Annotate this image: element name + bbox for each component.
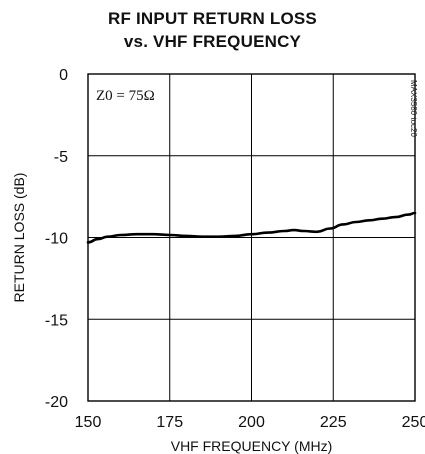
- series-group: [86, 211, 417, 244]
- figure-code: MAX3580 toc20: [409, 80, 418, 137]
- y-axis-label: RETURN LOSS (dB): [11, 173, 27, 303]
- impedance-annotation: Z0 = 75Ω: [96, 88, 155, 104]
- y-tick-label: 0: [59, 67, 68, 84]
- y-tick-label: -15: [45, 312, 68, 329]
- chart-title-line2: vs. VHF FREQUENCY: [123, 32, 302, 51]
- y-tick-label: -10: [45, 231, 68, 248]
- tick-labels: 150 175 200 225 250 0 -5 -10 -15 -20: [45, 67, 425, 431]
- x-tick-label: 250: [402, 414, 425, 431]
- grid-lines: [88, 74, 415, 401]
- plot-frame: [87, 73, 416, 402]
- series-line: [86, 211, 417, 244]
- chart-title-line1: RF INPUT RETURN LOSS: [108, 9, 317, 28]
- y-tick-label: -5: [54, 149, 68, 166]
- y-tick-label: -20: [45, 394, 68, 411]
- x-axis-label: VHF FREQUENCY (MHz): [171, 438, 333, 454]
- x-tick-label: 175: [156, 414, 183, 431]
- x-tick-label: 200: [238, 414, 265, 431]
- x-tick-label: 225: [320, 414, 347, 431]
- x-tick-label: 150: [75, 414, 102, 431]
